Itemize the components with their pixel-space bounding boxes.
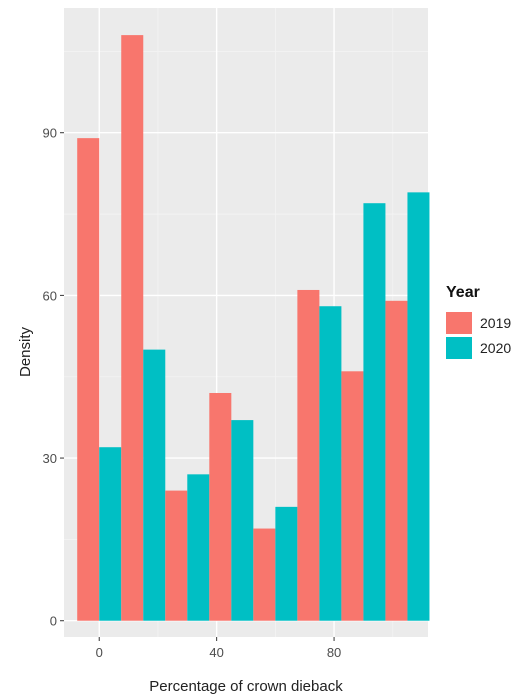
legend-title: Year [446,284,480,301]
legend: Year 2019 2020 [446,284,511,359]
legend-label-2019: 2019 [480,315,511,331]
bar-2020-30 [187,474,210,621]
bar-2020-75 [319,306,342,621]
bar-2020-45 [231,420,254,621]
y-tick-label: 0 [50,614,57,629]
bar-2019-105 [385,300,408,621]
bars [77,35,430,621]
legend-key-2019 [446,312,472,334]
x-axis: 0 40 80 [96,637,341,660]
y-tick-label: 60 [43,288,57,303]
bar-2020-0 [99,447,122,621]
x-tick-label: 80 [327,645,341,660]
y-axis-title: Density [17,326,34,377]
x-tick-label: 40 [209,645,223,660]
bar-2019-90 [341,371,364,621]
legend-label-2020: 2020 [480,340,511,356]
x-tick-label: 0 [96,645,103,660]
y-tick-label: 90 [43,126,57,141]
bar-2020-15 [143,349,166,621]
bar-2019-75 [297,289,320,621]
bar-2020-60 [275,506,298,621]
y-axis: 0 30 60 90 [43,126,64,629]
bar-2019-30 [165,490,188,621]
bar-2019-15 [121,35,144,621]
bar-2019-0 [77,138,100,621]
x-axis-title: Percentage of crown dieback [149,678,343,695]
y-tick-label: 30 [43,451,57,466]
bar-2019-60 [253,528,276,621]
legend-key-2020 [446,337,472,359]
bar-2020-105 [407,192,430,621]
bar-2019-45 [209,392,232,621]
bar-2020-90 [363,203,386,621]
